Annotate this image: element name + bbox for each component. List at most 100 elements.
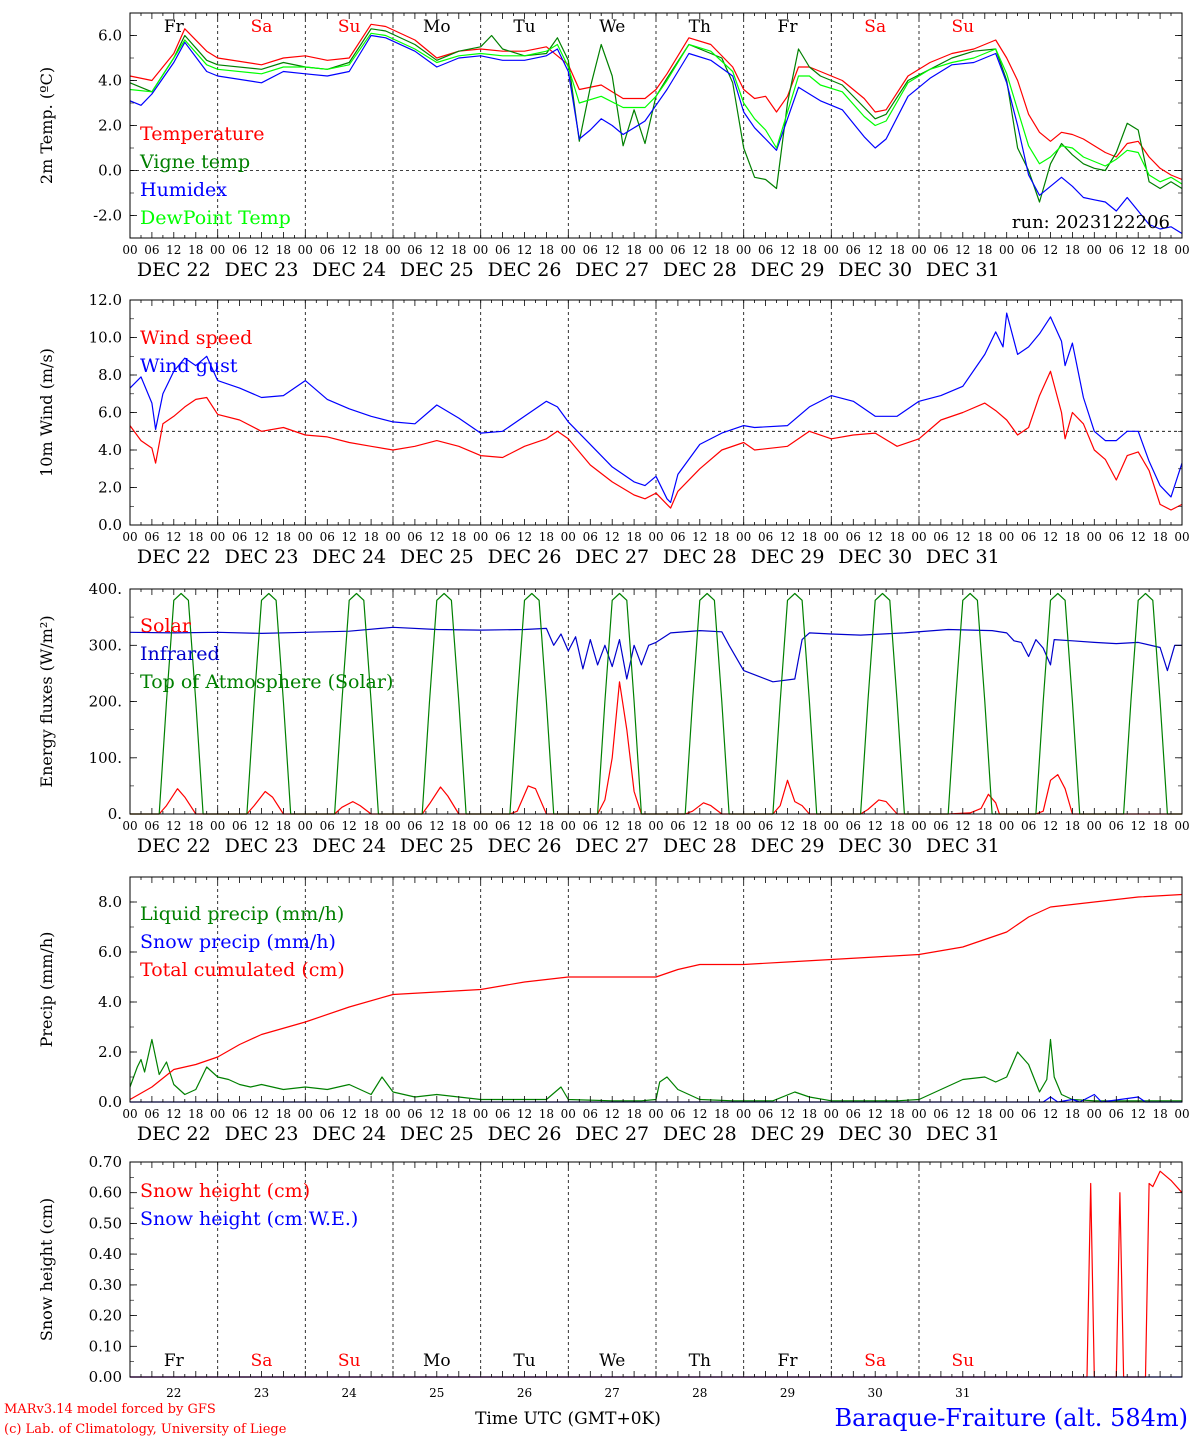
hour-label: 00 bbox=[298, 819, 313, 833]
hour-label: 12 bbox=[780, 819, 795, 833]
hour-label: 12 bbox=[780, 243, 795, 257]
hour-label: 12 bbox=[166, 1107, 181, 1121]
hour-label: 18 bbox=[1065, 243, 1080, 257]
hour-label: 18 bbox=[363, 530, 378, 544]
date-label: DEC 26 bbox=[488, 835, 562, 857]
hour-label: 18 bbox=[276, 1107, 291, 1121]
hour-label: 00 bbox=[1087, 819, 1102, 833]
series-line-1 bbox=[130, 1170, 1183, 1378]
hour-label: 12 bbox=[955, 530, 970, 544]
hour-label: 12 bbox=[429, 1107, 444, 1121]
date-label: DEC 23 bbox=[225, 1123, 299, 1145]
hour-label: 00 bbox=[561, 243, 576, 257]
hour-label: 18 bbox=[714, 530, 729, 544]
date-label: DEC 30 bbox=[838, 546, 912, 568]
time-axis-title: Time UTC (GMT+0K) bbox=[475, 1409, 661, 1429]
hour-label: 00 bbox=[911, 530, 926, 544]
legend-entry-3: Total cumulated (cm) bbox=[140, 959, 345, 981]
plot-frame bbox=[129, 588, 1183, 815]
hour-label: 00 bbox=[1174, 819, 1189, 833]
hour-label: 18 bbox=[1152, 819, 1167, 833]
hour-label: 00 bbox=[736, 1107, 751, 1121]
hour-label: 12 bbox=[166, 819, 181, 833]
hour-label: 18 bbox=[188, 819, 203, 833]
y-axis-title: Precip (mm/h) bbox=[37, 932, 56, 1048]
hour-label: 06 bbox=[1109, 243, 1124, 257]
day-number-label: 22 bbox=[166, 1386, 181, 1400]
date-label: DEC 26 bbox=[488, 1123, 562, 1145]
series-line-1 bbox=[129, 370, 1183, 511]
hour-label: 06 bbox=[1021, 530, 1036, 544]
hour-label: 18 bbox=[1065, 530, 1080, 544]
hour-label: 06 bbox=[1109, 1107, 1124, 1121]
hour-label: 18 bbox=[714, 243, 729, 257]
hour-label: 12 bbox=[1131, 819, 1146, 833]
footer-model-line: MARv3.14 model forced by GFS bbox=[4, 1402, 216, 1417]
hour-label: 06 bbox=[670, 530, 685, 544]
hour-label: 18 bbox=[626, 1107, 641, 1121]
date-label: DEC 27 bbox=[575, 546, 649, 568]
plot-frame bbox=[129, 12, 1183, 239]
hour-label: 00 bbox=[1087, 530, 1102, 544]
date-label: DEC 28 bbox=[663, 1123, 737, 1145]
run-annotation: run: 2023122206 bbox=[1012, 212, 1170, 233]
hour-label: 06 bbox=[144, 530, 159, 544]
hour-label: 06 bbox=[933, 1107, 948, 1121]
hour-label: 12 bbox=[342, 530, 357, 544]
y-axis-title: Snow height (cm) bbox=[37, 1198, 56, 1341]
hour-label: 00 bbox=[1174, 243, 1189, 257]
date-label: DEC 30 bbox=[838, 259, 912, 281]
legend-entry-2: Wind gust bbox=[140, 355, 238, 377]
series-line-2 bbox=[129, 626, 1182, 683]
date-label: DEC 23 bbox=[225, 835, 299, 857]
hour-label: 12 bbox=[605, 530, 620, 544]
y-tick-label: 0.60 bbox=[89, 1184, 122, 1202]
hour-label: 00 bbox=[824, 530, 839, 544]
date-label: DEC 29 bbox=[751, 835, 825, 857]
date-label: DEC 29 bbox=[751, 259, 825, 281]
day-number-label: 29 bbox=[780, 1386, 795, 1400]
legend-entry-3: Top of Atmosphere (Solar) bbox=[140, 671, 393, 693]
hour-label: 00 bbox=[648, 1107, 663, 1121]
hour-label: 18 bbox=[802, 243, 817, 257]
hour-label: 06 bbox=[670, 819, 685, 833]
hour-label: 00 bbox=[473, 243, 488, 257]
hour-label: 18 bbox=[451, 1107, 466, 1121]
hour-label: 00 bbox=[122, 1107, 137, 1121]
y-tick-label: 0.0 bbox=[98, 162, 122, 180]
y-tick-label: 0.20 bbox=[89, 1307, 122, 1325]
series-line-1 bbox=[129, 1038, 1182, 1102]
weekday-label: Tu bbox=[513, 1351, 535, 1371]
weekday-label: Su bbox=[951, 1351, 974, 1371]
hour-label: 00 bbox=[473, 1107, 488, 1121]
hour-label: 18 bbox=[626, 243, 641, 257]
hour-label: 12 bbox=[605, 1107, 620, 1121]
hour-label: 18 bbox=[977, 819, 992, 833]
date-label: DEC 24 bbox=[312, 259, 386, 281]
date-label: DEC 25 bbox=[400, 259, 474, 281]
hour-label: 12 bbox=[868, 819, 883, 833]
hour-label: 06 bbox=[846, 1107, 861, 1121]
hour-label: 06 bbox=[758, 1107, 773, 1121]
hour-label: 06 bbox=[933, 819, 948, 833]
weekday-label: Fr bbox=[778, 1351, 799, 1371]
y-tick-label: 2.0 bbox=[98, 1043, 122, 1061]
date-label: DEC 24 bbox=[312, 835, 386, 857]
y-tick-label: 6.0 bbox=[98, 27, 122, 45]
date-label: DEC 31 bbox=[926, 835, 1000, 857]
hour-label: 00 bbox=[911, 1107, 926, 1121]
y-tick-label: 0.0 bbox=[98, 1093, 122, 1111]
hour-label: 06 bbox=[1109, 530, 1124, 544]
day-number-label: 25 bbox=[429, 1386, 444, 1400]
hour-label: 12 bbox=[1131, 243, 1146, 257]
hour-label: 00 bbox=[122, 530, 137, 544]
hour-label: 06 bbox=[495, 530, 510, 544]
hour-label: 12 bbox=[429, 530, 444, 544]
y-tick-label: 0.50 bbox=[89, 1214, 122, 1232]
hour-label: 12 bbox=[166, 530, 181, 544]
hour-label: 00 bbox=[999, 1107, 1014, 1121]
hour-label: 18 bbox=[1065, 1107, 1080, 1121]
legend-entry-2: Vigne temp bbox=[139, 151, 250, 173]
weekday-label: Su bbox=[951, 17, 974, 37]
